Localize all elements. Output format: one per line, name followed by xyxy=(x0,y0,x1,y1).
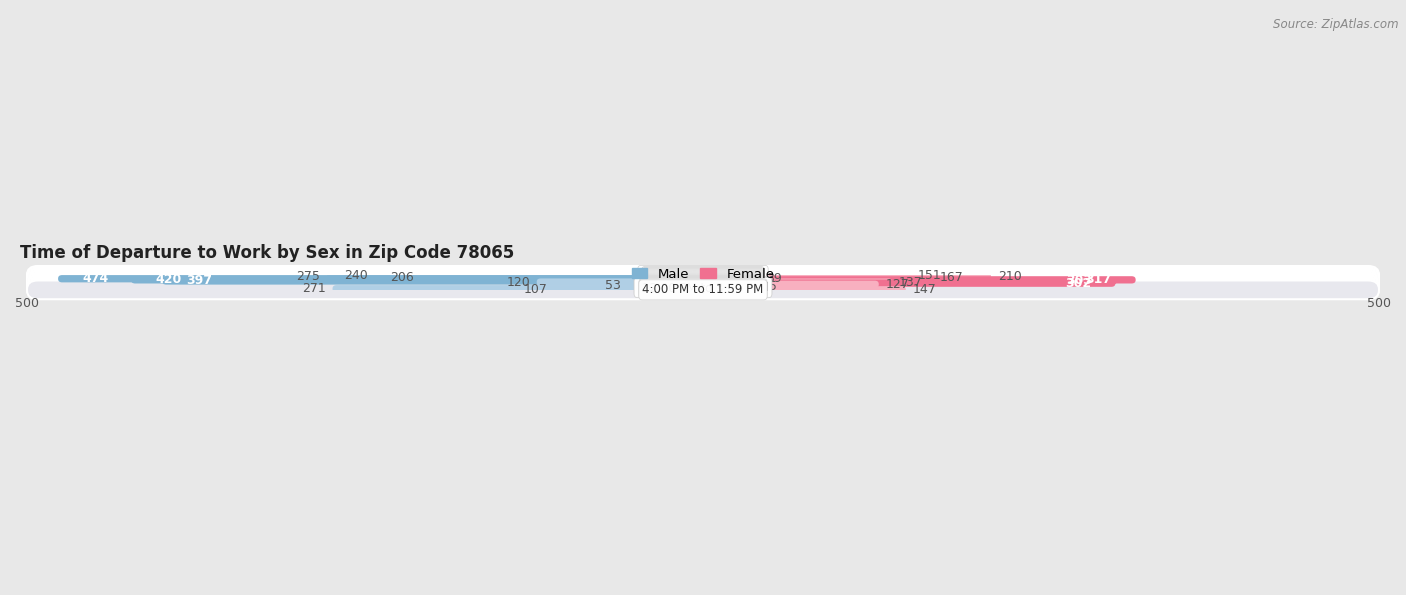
Text: 8:00 AM to 8:29 AM: 8:00 AM to 8:29 AM xyxy=(645,277,761,290)
Text: 303: 303 xyxy=(1066,274,1092,287)
Text: 12:00 AM to 4:59 AM: 12:00 AM to 4:59 AM xyxy=(641,269,765,282)
FancyBboxPatch shape xyxy=(27,277,1379,296)
FancyBboxPatch shape xyxy=(699,285,733,292)
Text: 9: 9 xyxy=(672,280,681,293)
Text: 19: 19 xyxy=(740,282,755,295)
Text: 10:00 AM to 10:59 AM: 10:00 AM to 10:59 AM xyxy=(638,280,768,293)
Text: 271: 271 xyxy=(302,282,326,295)
Text: 11:00 AM to 11:59 AM: 11:00 AM to 11:59 AM xyxy=(638,281,768,294)
Text: 120: 120 xyxy=(506,275,530,289)
Text: 147: 147 xyxy=(912,283,936,296)
FancyBboxPatch shape xyxy=(27,280,1379,298)
FancyBboxPatch shape xyxy=(699,280,1115,287)
FancyBboxPatch shape xyxy=(27,274,1379,293)
Text: 12:00 PM to 3:59 PM: 12:00 PM to 3:59 PM xyxy=(643,282,763,295)
Text: 167: 167 xyxy=(939,271,963,284)
FancyBboxPatch shape xyxy=(537,278,707,286)
Text: Source: ZipAtlas.com: Source: ZipAtlas.com xyxy=(1274,18,1399,31)
Text: 15: 15 xyxy=(657,278,672,291)
Text: 206: 206 xyxy=(389,271,413,284)
Text: 240: 240 xyxy=(344,269,368,282)
Text: 7:00 AM to 7:29 AM: 7:00 AM to 7:29 AM xyxy=(645,274,761,287)
Text: 137: 137 xyxy=(898,275,922,289)
FancyBboxPatch shape xyxy=(27,275,1379,294)
Text: 397: 397 xyxy=(187,274,212,287)
Text: 26: 26 xyxy=(749,279,765,292)
Text: 302: 302 xyxy=(1064,277,1091,290)
FancyBboxPatch shape xyxy=(699,278,893,286)
Text: 9:00 AM to 9:59 AM: 9:00 AM to 9:59 AM xyxy=(645,279,761,292)
FancyBboxPatch shape xyxy=(27,273,1379,292)
Text: 420: 420 xyxy=(156,273,181,286)
Text: Time of Departure to Work by Sex in Zip Code 78065: Time of Departure to Work by Sex in Zip … xyxy=(20,244,515,262)
FancyBboxPatch shape xyxy=(699,274,932,281)
Text: 6:30 AM to 6:59 AM: 6:30 AM to 6:59 AM xyxy=(645,273,761,286)
FancyBboxPatch shape xyxy=(27,270,1379,288)
FancyBboxPatch shape xyxy=(554,286,707,293)
FancyBboxPatch shape xyxy=(420,274,707,281)
FancyBboxPatch shape xyxy=(686,283,707,290)
FancyBboxPatch shape xyxy=(27,278,1379,297)
FancyBboxPatch shape xyxy=(699,272,911,279)
FancyBboxPatch shape xyxy=(27,271,1379,290)
Text: 5:30 AM to 5:59 AM: 5:30 AM to 5:59 AM xyxy=(645,271,761,284)
FancyBboxPatch shape xyxy=(27,271,1379,289)
FancyBboxPatch shape xyxy=(131,276,707,283)
Legend: Male, Female: Male, Female xyxy=(626,262,780,286)
FancyBboxPatch shape xyxy=(162,277,707,284)
FancyBboxPatch shape xyxy=(27,266,1379,285)
Text: 317: 317 xyxy=(1085,273,1111,286)
Text: 107: 107 xyxy=(523,283,547,296)
FancyBboxPatch shape xyxy=(27,267,1379,286)
FancyBboxPatch shape xyxy=(58,275,707,283)
Text: 0: 0 xyxy=(714,281,721,294)
FancyBboxPatch shape xyxy=(699,277,1116,284)
FancyBboxPatch shape xyxy=(699,282,742,289)
Text: 275: 275 xyxy=(297,270,321,283)
Text: 6:00 AM to 6:29 AM: 6:00 AM to 6:29 AM xyxy=(645,273,761,285)
Text: 53: 53 xyxy=(605,279,620,292)
Text: 127: 127 xyxy=(886,278,910,291)
Text: 474: 474 xyxy=(83,273,108,285)
FancyBboxPatch shape xyxy=(699,281,879,288)
FancyBboxPatch shape xyxy=(27,268,1379,287)
FancyBboxPatch shape xyxy=(659,280,707,287)
Text: 4:00 PM to 11:59 PM: 4:00 PM to 11:59 PM xyxy=(643,283,763,296)
FancyBboxPatch shape xyxy=(374,272,707,279)
Text: 151: 151 xyxy=(918,269,942,282)
Text: 5:00 AM to 5:29 AM: 5:00 AM to 5:29 AM xyxy=(645,270,761,283)
Text: 39: 39 xyxy=(766,273,782,285)
Text: 210: 210 xyxy=(998,270,1022,283)
Text: 0: 0 xyxy=(685,281,692,294)
FancyBboxPatch shape xyxy=(699,286,905,293)
FancyBboxPatch shape xyxy=(27,276,1379,295)
FancyBboxPatch shape xyxy=(699,283,755,290)
FancyBboxPatch shape xyxy=(27,280,1379,299)
FancyBboxPatch shape xyxy=(679,281,707,288)
FancyBboxPatch shape xyxy=(333,285,707,292)
FancyBboxPatch shape xyxy=(699,275,759,283)
Text: 29: 29 xyxy=(637,277,652,290)
Text: 35: 35 xyxy=(761,280,778,293)
FancyBboxPatch shape xyxy=(328,273,707,280)
Text: 8:30 AM to 8:59 AM: 8:30 AM to 8:59 AM xyxy=(645,278,761,291)
FancyBboxPatch shape xyxy=(627,282,707,289)
FancyBboxPatch shape xyxy=(699,273,991,280)
FancyBboxPatch shape xyxy=(699,276,1136,283)
Text: 7:30 AM to 7:59 AM: 7:30 AM to 7:59 AM xyxy=(645,275,761,289)
